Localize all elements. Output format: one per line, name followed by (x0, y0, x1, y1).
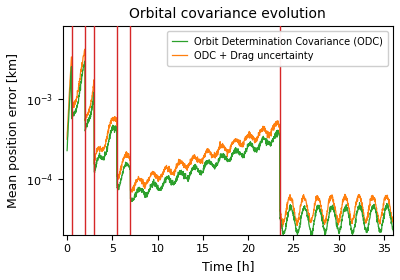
X-axis label: Time [h]: Time [h] (202, 260, 254, 273)
Orbit Determination Covariance (ODC) (308, 228, 312, 231)
Y-axis label: Mean position error [km]: Mean position error [km] (7, 53, 20, 208)
ODC + Drag uncertainty (391, 220, 396, 223)
ODC + Drag uncertainty (328, 194, 333, 197)
ODC + Drag uncertainty (315, 196, 320, 200)
Orbit Determination Covariance (ODC) (83, 59, 88, 63)
ODC + Drag uncertainty (280, 225, 285, 228)
Title: Orbital covariance evolution: Orbital covariance evolution (130, 7, 326, 21)
Orbit Determination Covariance (ODC) (315, 207, 320, 210)
ODC + Drag uncertainty (390, 217, 395, 221)
Orbit Determination Covariance (ODC) (390, 227, 395, 231)
ODC + Drag uncertainty (312, 203, 317, 206)
ODC + Drag uncertainty (308, 220, 312, 224)
Orbit Determination Covariance (ODC) (328, 210, 333, 213)
ODC + Drag uncertainty (83, 47, 88, 51)
Orbit Determination Covariance (ODC) (65, 149, 70, 152)
ODC + Drag uncertainty (266, 133, 270, 137)
Line: Orbit Determination Covariance (ODC): Orbit Determination Covariance (ODC) (67, 61, 393, 236)
Line: ODC + Drag uncertainty: ODC + Drag uncertainty (67, 49, 393, 227)
Orbit Determination Covariance (ODC) (312, 219, 317, 222)
Orbit Determination Covariance (ODC) (266, 142, 270, 146)
Orbit Determination Covariance (ODC) (391, 229, 396, 232)
Legend: Orbit Determination Covariance (ODC), ODC + Drag uncertainty: Orbit Determination Covariance (ODC), OD… (167, 31, 388, 66)
Orbit Determination Covariance (ODC) (308, 234, 313, 238)
ODC + Drag uncertainty (65, 137, 70, 141)
